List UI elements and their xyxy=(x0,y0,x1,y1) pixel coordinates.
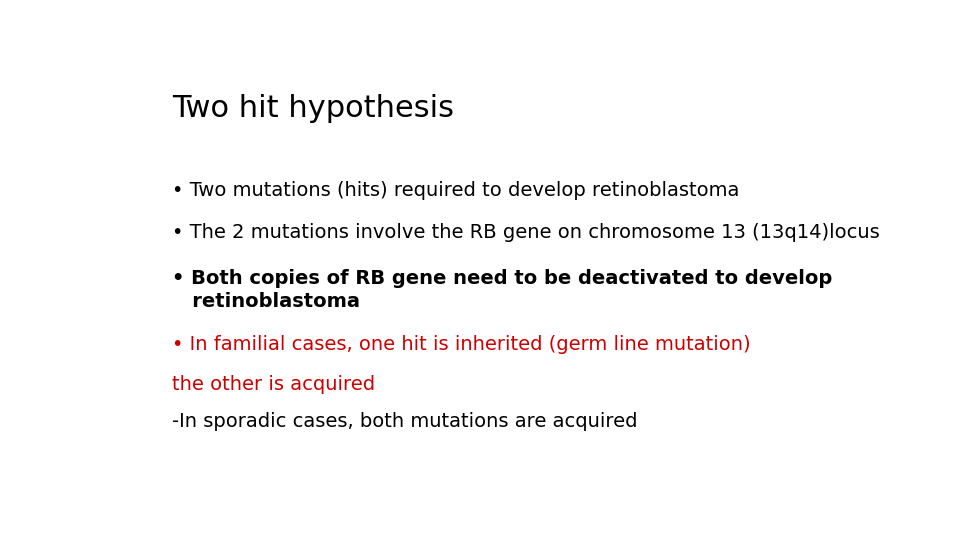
Text: Two hit hypothesis: Two hit hypothesis xyxy=(172,94,454,123)
Text: • The 2 mutations involve the RB gene on chromosome 13 (13q14)locus: • The 2 mutations involve the RB gene on… xyxy=(172,223,879,242)
Text: • Both copies of RB gene need to be deactivated to develop
   retinoblastoma: • Both copies of RB gene need to be deac… xyxy=(172,268,832,311)
Text: the other is acquired: the other is acquired xyxy=(172,375,375,394)
Text: • In familial cases, one hit is inherited (germ line mutation): • In familial cases, one hit is inherite… xyxy=(172,335,751,354)
Text: -In sporadic cases, both mutations are acquired: -In sporadic cases, both mutations are a… xyxy=(172,412,637,431)
Text: • Two mutations (hits) required to develop retinoblastoma: • Two mutations (hits) required to devel… xyxy=(172,181,739,200)
